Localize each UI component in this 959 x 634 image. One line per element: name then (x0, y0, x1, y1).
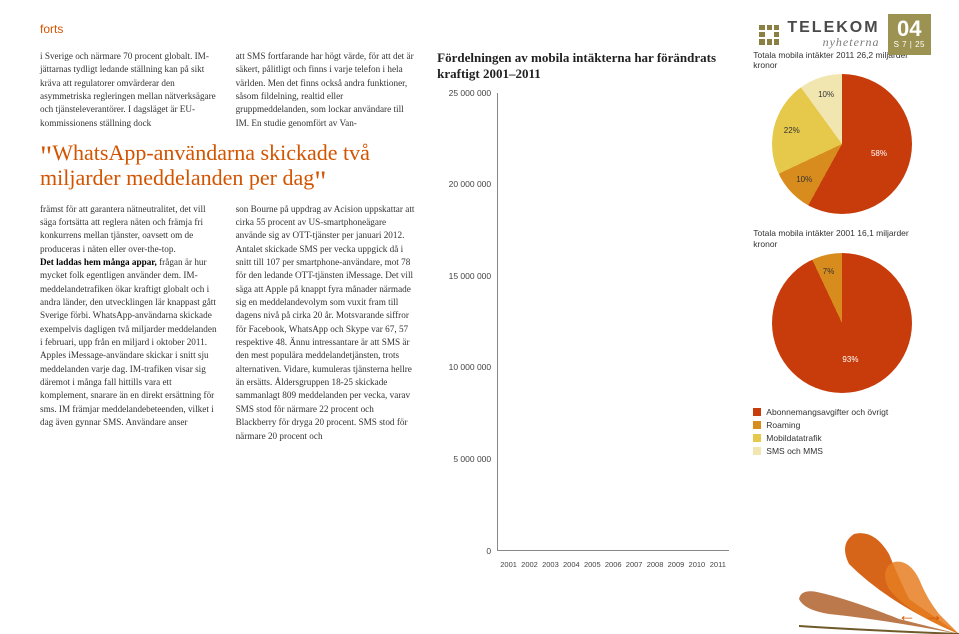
pie-2011: Totala mobila intäkter 2011 26,2 miljard… (753, 50, 931, 214)
chart-legend: Abonnemangsavgifter och övrigt Roaming Mob… (753, 407, 931, 457)
legend-swatch-icon (753, 421, 761, 429)
y-tick-label: 20 000 000 (437, 179, 491, 189)
body-p1: i Sverige och närmare 70 procent globalt… (40, 50, 220, 130)
body-p2: att SMS fortfarande har högt värde, för … (236, 50, 416, 130)
x-tick-label: 2001 (499, 560, 518, 569)
bar-chart: Fördelningen av mobila intäkterna har fö… (437, 50, 733, 569)
bar-chart-bars (498, 93, 729, 550)
pie-2001-chart: 93% 7% (772, 253, 912, 393)
legend-item: SMS och MMS (753, 446, 931, 456)
y-tick-label: 5 000 000 (437, 454, 491, 464)
pie-slice-label: 22% (784, 126, 800, 135)
pie-2001-caption: Totala mobila intäkter 2001 16,1 miljard… (753, 228, 931, 248)
legend-label: Abonnemangsavgifter och övrigt (766, 407, 888, 417)
legend-item: Mobildatatrafik (753, 433, 931, 443)
legend-swatch-icon (753, 447, 761, 455)
body-p4-rest: frågan är hur mycket folk egentligen anv… (40, 257, 217, 427)
pie-slice-label: 93% (842, 355, 858, 364)
body-p5: son Bourne på uppdrag av Acision uppskat… (236, 203, 416, 443)
y-tick-label: 0 (437, 546, 491, 556)
y-tick-label: 15 000 000 (437, 271, 491, 281)
x-tick-label: 2002 (520, 560, 539, 569)
quote-close-icon: " (314, 165, 326, 198)
x-tick-label: 2008 (646, 560, 665, 569)
pull-quote: "WhatsApp-användarna skickade två miljar… (40, 140, 415, 191)
pie-2011-chart: 58% 10% 22% 10% (772, 74, 912, 214)
issue-pages: S 7 | 25 (894, 40, 925, 49)
x-tick-label: 2011 (708, 560, 727, 569)
brand-subtitle: nyheterna (823, 35, 880, 50)
legend-swatch-icon (753, 408, 761, 416)
x-tick-label: 2004 (562, 560, 581, 569)
body-p3: främst för att garantera nätneutralitet,… (40, 203, 220, 256)
x-tick-label: 2009 (667, 560, 686, 569)
pie-charts-column: Totala mobila intäkter 2011 26,2 miljard… (753, 50, 931, 569)
issue-badge: 04 S 7 | 25 (888, 14, 931, 55)
x-tick-label: 2007 (625, 560, 644, 569)
brand-logo-icon (759, 25, 779, 45)
x-tick-label: 2003 (541, 560, 560, 569)
issue-number: 04 (894, 18, 925, 40)
body-p4: Det laddas hem många appar, frågan är hu… (40, 256, 220, 429)
page-nav-arrows[interactable]: ← → (898, 605, 945, 626)
legend-label: SMS och MMS (766, 446, 823, 456)
pie-2001: Totala mobila intäkter 2001 16,1 miljard… (753, 228, 931, 392)
x-tick-label: 2005 (583, 560, 602, 569)
x-tick-label: 2006 (604, 560, 623, 569)
pie-slice-label: 10% (796, 175, 812, 184)
legend-item: Roaming (753, 420, 931, 430)
y-tick-label: 10 000 000 (437, 362, 491, 372)
bar-chart-x-axis: 2001200220032004200520062007200820092010… (497, 560, 729, 569)
legend-swatch-icon (753, 434, 761, 442)
brand-header: TELEKOM nyheterna 04 S 7 | 25 (759, 14, 931, 55)
pie-slice-label: 10% (818, 90, 834, 99)
article-body: i Sverige och närmare 70 procent globalt… (40, 50, 415, 569)
pie-slice-label: 7% (823, 267, 835, 276)
body-p4-lead: Det laddas hem många appar, (40, 257, 157, 267)
bar-chart-title: Fördelningen av mobila intäkterna har fö… (437, 50, 733, 83)
legend-label: Mobildatatrafik (766, 433, 821, 443)
legend-item: Abonnemangsavgifter och övrigt (753, 407, 931, 417)
y-tick-label: 25 000 000 (437, 88, 491, 98)
legend-label: Roaming (766, 420, 800, 430)
x-tick-label: 2010 (687, 560, 706, 569)
pie-slice-label: 58% (871, 149, 887, 158)
